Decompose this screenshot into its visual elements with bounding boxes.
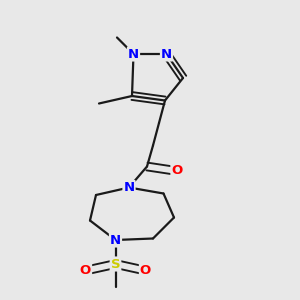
Text: S: S — [111, 257, 120, 271]
Text: O: O — [140, 264, 151, 277]
Text: O: O — [80, 264, 91, 277]
Text: N: N — [110, 233, 121, 247]
Text: N: N — [123, 181, 135, 194]
Text: N: N — [161, 47, 172, 61]
Text: N: N — [128, 47, 139, 61]
Text: O: O — [171, 164, 183, 178]
